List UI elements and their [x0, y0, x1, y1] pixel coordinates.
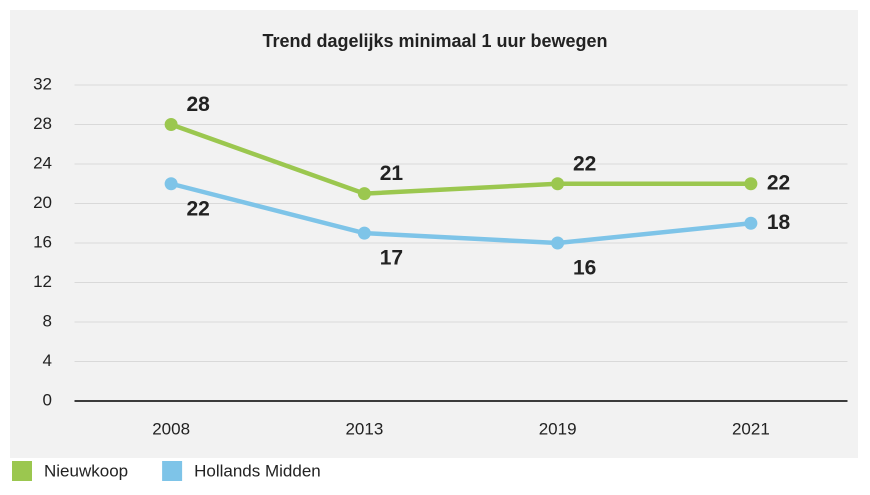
series-line — [170, 181, 752, 246]
legend-label: Hollands Midden — [194, 461, 321, 480]
data-point — [357, 226, 371, 240]
data-point — [164, 118, 178, 131]
y-tick-label: 24 — [33, 153, 52, 172]
data-point — [551, 236, 565, 250]
data-label: 22 — [767, 171, 790, 194]
y-tick-label: 16 — [33, 232, 52, 251]
y-tick-label: 28 — [33, 114, 52, 133]
chart-background — [10, 10, 858, 458]
data-label: 21 — [380, 162, 404, 185]
y-tick-label: 12 — [33, 272, 52, 291]
data-point — [357, 187, 371, 201]
legend-label: Nieuwkoop — [44, 461, 128, 480]
series-line — [170, 122, 751, 196]
legend-swatch — [162, 461, 183, 481]
y-tick-label: 8 — [43, 311, 52, 330]
y-tick-label: 32 — [33, 74, 52, 93]
data-point — [744, 177, 758, 191]
data-point — [551, 177, 565, 191]
y-tick-label: 0 — [43, 390, 52, 409]
data-label: 18 — [767, 211, 791, 234]
legend-swatch — [12, 461, 32, 481]
y-tick-label: 4 — [43, 351, 52, 370]
data-label: 22 — [186, 197, 209, 220]
data-point — [744, 216, 758, 230]
data-label: 17 — [380, 247, 403, 270]
x-tick-label: 2021 — [732, 419, 770, 438]
chart-title: Trend dagelijks minimaal 1 uur bewegen — [262, 31, 607, 51]
x-tick-label: 2008 — [152, 419, 190, 438]
data-label: 16 — [573, 257, 596, 280]
y-tick-label: 20 — [33, 193, 52, 212]
x-tick-label: 2013 — [345, 419, 383, 438]
data-label: 22 — [573, 152, 596, 175]
x-tick-label: 2019 — [539, 419, 577, 438]
data-point — [164, 177, 178, 191]
data-label: 28 — [186, 93, 210, 116]
